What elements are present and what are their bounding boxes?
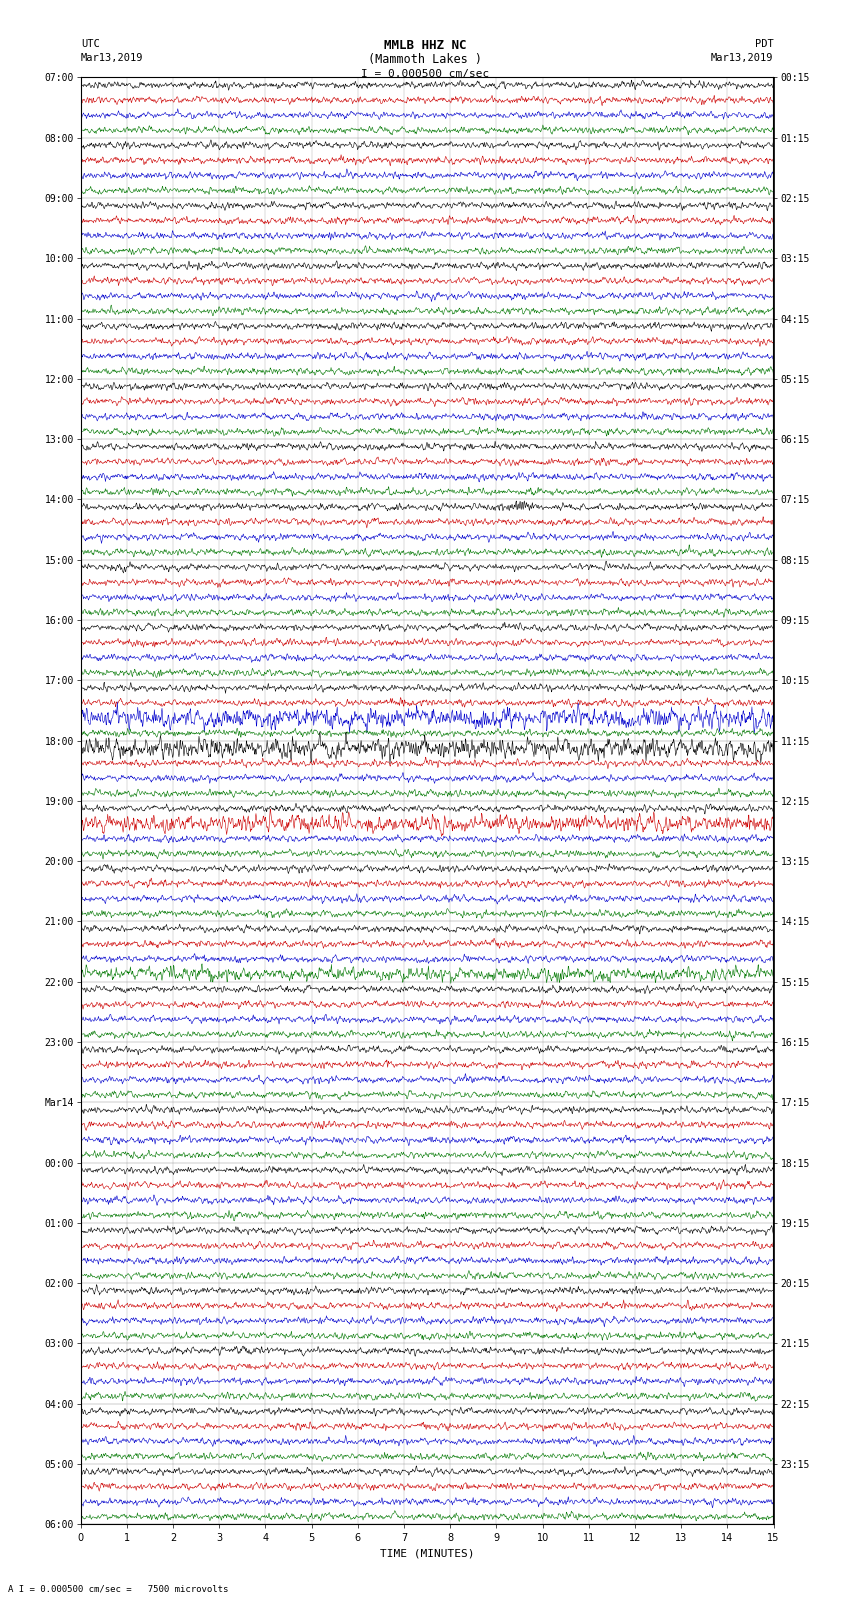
Text: MMLB HHZ NC: MMLB HHZ NC: [383, 39, 467, 52]
Text: UTC: UTC: [81, 39, 99, 48]
Text: Mar13,2019: Mar13,2019: [711, 53, 774, 63]
Text: (Mammoth Lakes ): (Mammoth Lakes ): [368, 53, 482, 66]
Text: PDT: PDT: [755, 39, 774, 48]
X-axis label: TIME (MINUTES): TIME (MINUTES): [380, 1548, 474, 1558]
Text: Mar13,2019: Mar13,2019: [81, 53, 144, 63]
Text: A I = 0.000500 cm/sec =   7500 microvolts: A I = 0.000500 cm/sec = 7500 microvolts: [8, 1584, 229, 1594]
Text: I = 0.000500 cm/sec: I = 0.000500 cm/sec: [361, 69, 489, 79]
